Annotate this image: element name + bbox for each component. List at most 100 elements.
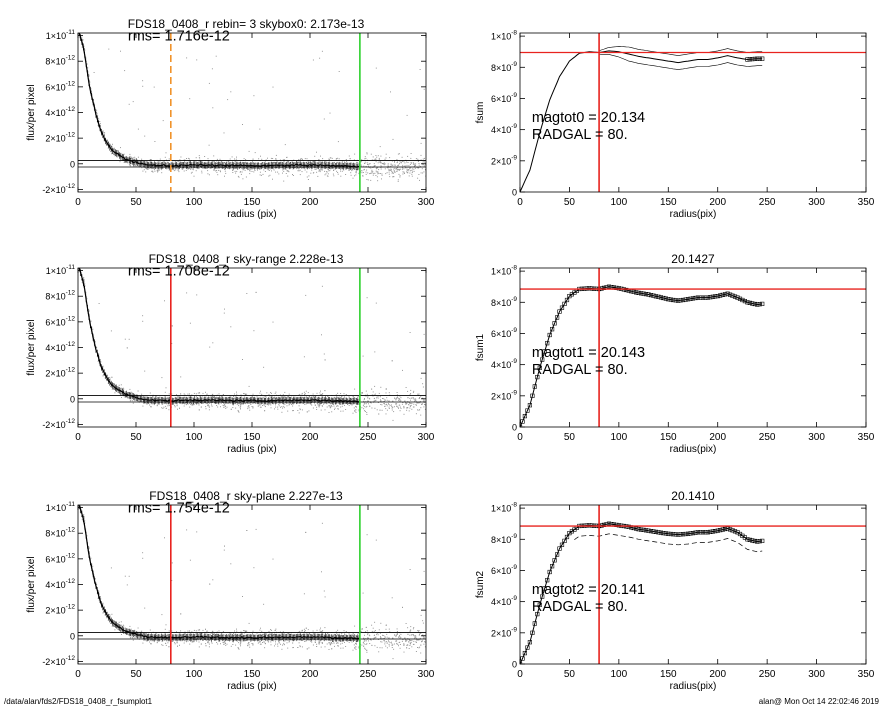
data-point	[78, 265, 79, 266]
data-point	[374, 621, 376, 623]
data-point	[281, 396, 283, 398]
data-point	[401, 156, 403, 158]
data-point	[367, 632, 369, 634]
data-point	[327, 633, 329, 634]
data-point	[121, 634, 122, 635]
data-point	[283, 405, 285, 407]
data-point	[341, 170, 343, 172]
data-point	[320, 162, 322, 164]
data-point	[269, 174, 271, 176]
data-point	[397, 406, 399, 408]
data-point	[97, 360, 99, 362]
data-point	[380, 168, 382, 170]
data-point	[270, 629, 272, 630]
data-point	[167, 405, 169, 407]
data-point	[111, 625, 113, 627]
data-point	[399, 400, 401, 402]
x-tick-label: 250	[759, 197, 776, 208]
data-point	[168, 630, 170, 632]
data-point	[125, 396, 127, 398]
data-point	[417, 639, 419, 641]
data-point	[180, 376, 182, 378]
data-point	[245, 640, 246, 642]
y-tick-label: 6×10-12	[45, 80, 75, 92]
y-tick-label: 0	[512, 188, 517, 198]
x-tick-label: 0	[75, 197, 81, 208]
data-point	[162, 398, 164, 400]
data-point	[248, 169, 250, 170]
data-point	[380, 165, 382, 167]
data-point	[313, 398, 315, 400]
data-point	[335, 640, 337, 642]
data-point	[181, 397, 183, 399]
data-point	[360, 164, 362, 166]
data-point	[328, 158, 330, 160]
y-tick-label: 8×10-9	[491, 61, 517, 73]
data-point	[323, 118, 325, 120]
data-point	[374, 165, 376, 167]
data-point	[206, 639, 208, 641]
data-point	[414, 167, 416, 169]
data-point	[316, 151, 317, 153]
data-point	[407, 397, 409, 399]
data-point	[377, 155, 379, 157]
data-point	[171, 580, 173, 581]
data-point	[374, 385, 376, 387]
data-point	[402, 167, 403, 169]
data-point	[324, 390, 326, 392]
data-point	[258, 639, 260, 641]
data-point	[213, 632, 215, 634]
data-point	[262, 642, 263, 643]
data-point	[218, 397, 220, 399]
data-point	[83, 517, 85, 519]
data-point	[199, 633, 201, 635]
data-point	[389, 642, 391, 644]
data-point	[373, 159, 375, 161]
data-point	[377, 402, 379, 403]
data-point	[257, 642, 259, 644]
data-point	[394, 165, 396, 166]
data-point	[236, 170, 238, 172]
data-point	[380, 637, 381, 639]
data-point	[83, 518, 85, 520]
data-point	[380, 636, 381, 638]
data-point	[257, 405, 259, 407]
data-point	[210, 632, 212, 634]
data-point	[265, 159, 267, 161]
data-point	[334, 408, 335, 410]
data-point	[308, 395, 310, 397]
data-point	[388, 392, 390, 394]
data-point	[356, 399, 358, 401]
data-point	[284, 635, 285, 637]
data-point	[118, 621, 120, 623]
data-point	[409, 407, 411, 409]
data-point	[358, 173, 360, 175]
data-point	[160, 163, 161, 165]
data-point	[320, 646, 322, 648]
data-point	[338, 399, 340, 401]
data-point	[322, 393, 324, 395]
data-point	[384, 641, 386, 643]
data-point	[375, 168, 377, 170]
data-point	[379, 632, 381, 634]
data-point	[417, 161, 419, 162]
data-point	[299, 393, 301, 395]
data-point	[340, 410, 342, 412]
data-point	[399, 398, 400, 400]
data-point	[180, 635, 182, 637]
data-point	[97, 597, 99, 599]
x-tick-label: 250	[360, 432, 377, 443]
data-point	[191, 168, 193, 170]
data-point	[341, 405, 343, 407]
y-tick-label: 0	[70, 394, 75, 404]
data-point	[294, 397, 296, 399]
data-point	[346, 398, 348, 400]
data-point	[361, 407, 363, 409]
data-point	[270, 157, 272, 159]
data-point	[186, 639, 188, 641]
data-point	[407, 644, 409, 646]
data-point	[363, 403, 365, 405]
data-point	[168, 393, 170, 395]
data-point	[196, 399, 198, 401]
data-point	[389, 169, 391, 171]
